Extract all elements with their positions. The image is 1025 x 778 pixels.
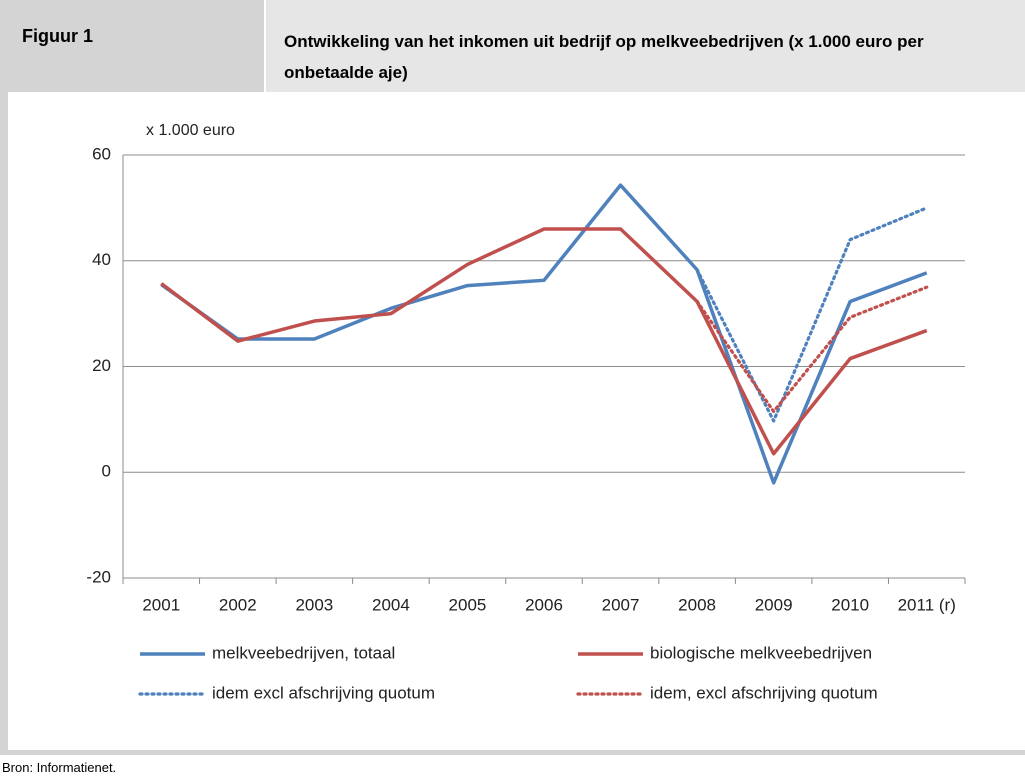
data-line [695, 285, 929, 414]
legend-label: melkveebedrijven, totaal [212, 643, 395, 662]
frame [0, 92, 8, 752]
x-tick-label: 2008 [678, 595, 716, 614]
data-line [695, 206, 929, 423]
y-tick-label: 60 [92, 144, 111, 163]
legend-label: idem excl afschrijving quotum [212, 683, 435, 702]
y-axis-label: x 1.000 euro [146, 122, 235, 139]
x-tick-label: 2010 [831, 595, 869, 614]
y-tick-label: 0 [102, 462, 111, 481]
y-tick-label: -20 [86, 567, 111, 586]
x-tick-label: 2005 [449, 595, 487, 614]
legend-label: biologische melkveebedrijven [650, 643, 872, 662]
x-tick-label: 2007 [602, 595, 640, 614]
chart-title: Ontwikkeling van het inkomen uit bedrijf… [284, 32, 924, 82]
y-tick-label: 20 [92, 356, 111, 375]
x-tick-label: 2002 [219, 595, 257, 614]
figure-label: Figuur 1 [22, 26, 93, 46]
x-tick-label: 2011 (r) [898, 595, 956, 614]
x-tick-label: 2009 [755, 595, 793, 614]
chart: x 1.000 euro -20 0 20 40 60 2001 2002 2003 2004 2… [86, 122, 966, 702]
header-title-cell [266, 0, 1025, 92]
x-tick-label: 2006 [525, 595, 563, 614]
x-tick-label: 2004 [372, 595, 410, 614]
data-line [160, 227, 928, 456]
header-label-cell [0, 0, 264, 92]
y-tick-label: 40 [92, 250, 111, 269]
frame [0, 750, 1025, 755]
source-note: Bron: Informatienet. [2, 760, 117, 775]
legend-label: idem, excl afschrijving quotum [650, 683, 878, 702]
x-tick-label: 2001 [142, 595, 180, 614]
x-tick-label: 2003 [295, 595, 333, 614]
